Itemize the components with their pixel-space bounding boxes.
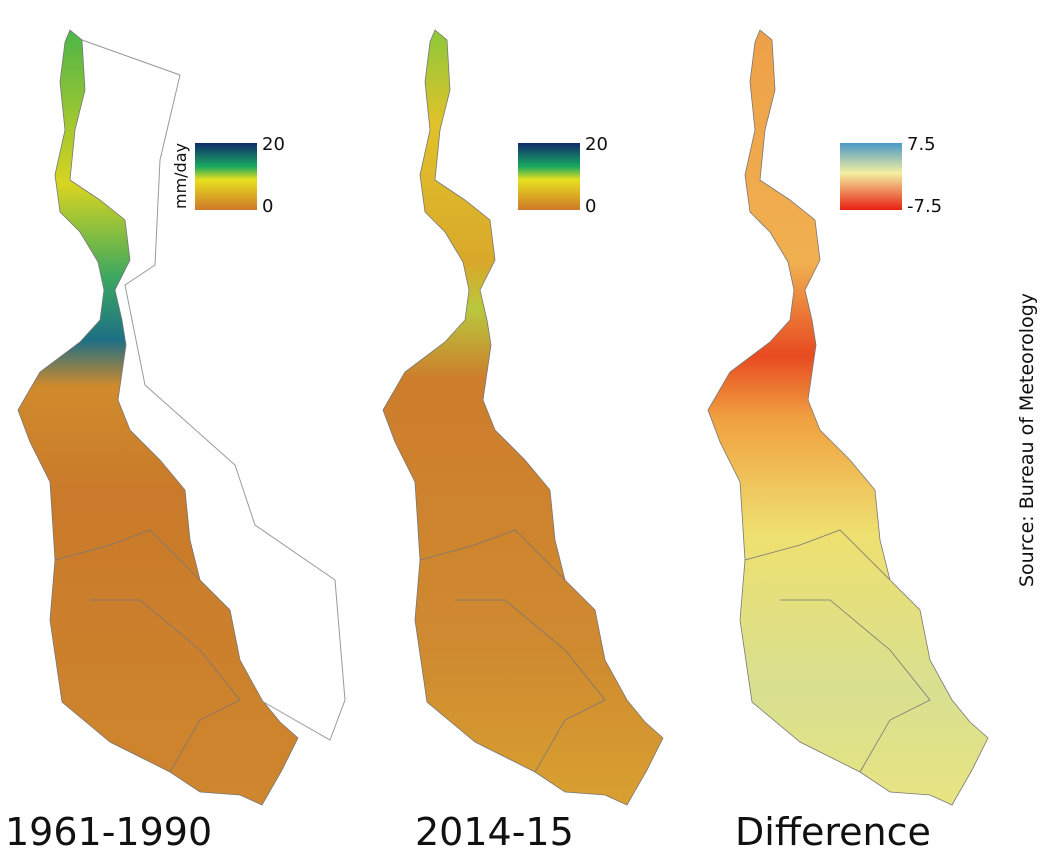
catchment-boundary bbox=[455, 599, 606, 773]
colorbar-min-label: 0 bbox=[585, 196, 596, 217]
colorbar bbox=[195, 143, 257, 210]
colorbar-max-label: 7.5 bbox=[907, 134, 936, 155]
panel-label: Difference bbox=[735, 810, 931, 852]
catchment-boundary bbox=[419, 529, 566, 581]
catchment-boundary bbox=[90, 599, 241, 773]
panel-label: 1961-1990 bbox=[5, 810, 212, 852]
region-map bbox=[382, 29, 664, 806]
source-note: Source: Bureau of Meteorology bbox=[1016, 293, 1038, 587]
region-map bbox=[17, 29, 299, 806]
catchment-boundary bbox=[780, 599, 931, 773]
catchment-boundary bbox=[744, 529, 891, 581]
colorbar-min-label: 0 bbox=[262, 196, 273, 217]
marine-boundary bbox=[81, 39, 346, 741]
panel-label: 2014-15 bbox=[415, 810, 574, 852]
catchment-boundary bbox=[54, 529, 201, 581]
colorbar bbox=[840, 143, 902, 210]
colorbar-max-label: 20 bbox=[585, 134, 608, 155]
colorbar-min-label: -7.5 bbox=[907, 196, 942, 217]
region-map bbox=[707, 29, 989, 806]
colorbar-max-label: 20 bbox=[262, 134, 285, 155]
colorbar bbox=[518, 143, 580, 210]
maps bbox=[17, 29, 989, 806]
colorbar-unit: mm/day bbox=[171, 143, 190, 209]
